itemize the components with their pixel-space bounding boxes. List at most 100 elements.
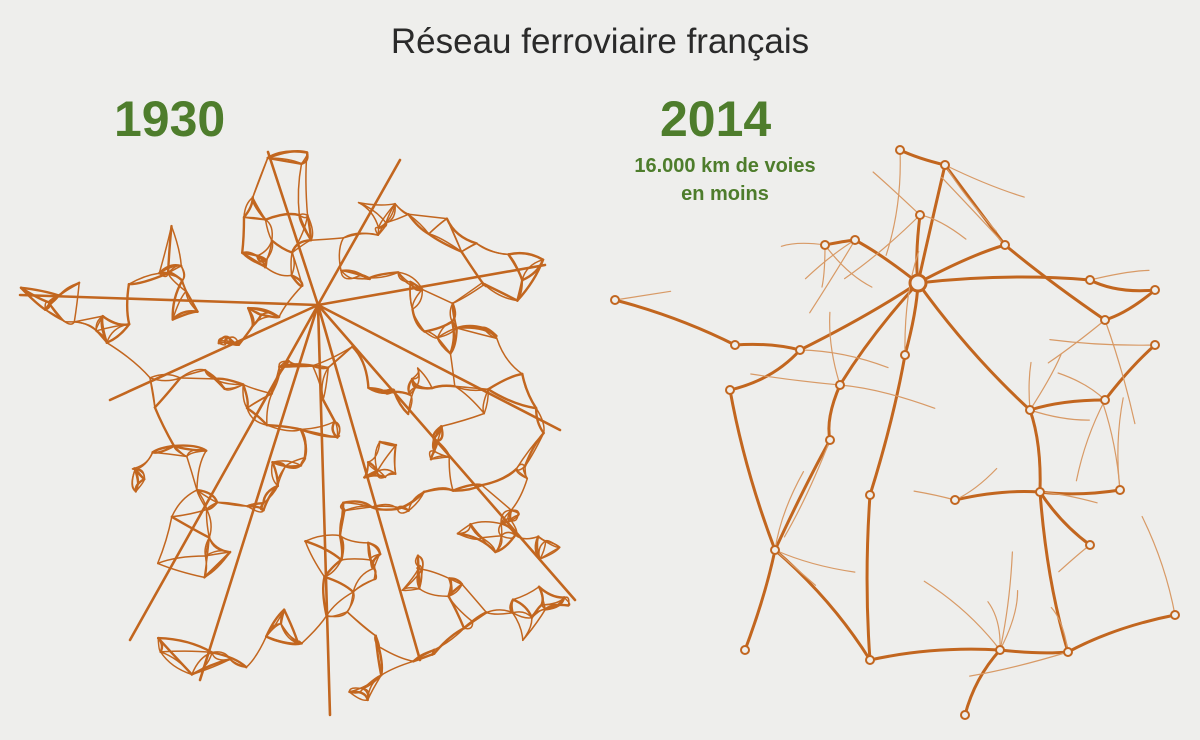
- rail-line-1930: [216, 501, 249, 507]
- station-marker-2014: [865, 655, 875, 665]
- rail-line-1930: [481, 281, 488, 288]
- rail-line-1930: [204, 536, 211, 557]
- station-marker-2014: [1035, 487, 1045, 497]
- paris-hub-marker-2014: [908, 273, 928, 293]
- rail-line-1930: [105, 323, 131, 344]
- rail-line-1930: [385, 202, 396, 224]
- rail-main-line-2014: [916, 281, 1032, 412]
- rail-line-1930: [416, 566, 421, 590]
- station-marker-2014: [730, 340, 740, 350]
- rail-line-1930: [407, 213, 430, 235]
- rail-line-1930: [451, 483, 483, 492]
- rail-main-line-2014: [898, 148, 947, 167]
- rail-line-1930: [327, 345, 354, 369]
- rail-line-1930: [367, 542, 381, 555]
- rail-line-1930: [418, 587, 450, 597]
- rail-main-line-2014: [865, 493, 872, 662]
- rail-line-1930: [63, 320, 76, 323]
- rail-secondary-line-2014: [829, 311, 841, 386]
- rail-main-line-2014: [963, 648, 1002, 717]
- rail-line-1930: [134, 451, 154, 471]
- rail-line-1930: [507, 252, 544, 261]
- rail-line-1930: [367, 441, 381, 463]
- rail-main-line-2014: [998, 648, 1070, 655]
- rail-line-1930: [304, 540, 343, 562]
- station-marker-2014: [995, 645, 1005, 655]
- rail-main-line-2014: [868, 353, 907, 497]
- rail-main-line-2014: [827, 383, 842, 442]
- rail-line-1930: [245, 406, 269, 427]
- rail-line-1930: [411, 307, 426, 333]
- rail-main-line-2014: [1038, 490, 1092, 547]
- rail-line-1930: [271, 461, 303, 468]
- rail-secondary-line-2014: [1028, 361, 1032, 411]
- rail-line-1930: [396, 490, 426, 511]
- rail-line-1930: [342, 232, 379, 239]
- rail-line-1930: [181, 279, 199, 313]
- rail-line-1930: [511, 611, 533, 619]
- rail-line-1930: [460, 250, 484, 284]
- rail-line-1930: [440, 412, 485, 428]
- station-marker-2014: [1085, 540, 1095, 550]
- rail-secondary-line-2014: [923, 580, 1001, 651]
- rail-trunk-1930: [18, 293, 320, 307]
- rail-secondary-line-2014: [969, 651, 1069, 677]
- rail-line-1930: [507, 253, 524, 282]
- station-marker-2014: [610, 295, 620, 305]
- rail-line-1930: [428, 217, 448, 235]
- rail-trunk-1930: [316, 303, 577, 602]
- rail-line-1930: [510, 509, 520, 517]
- rail-trunk-1930: [128, 303, 320, 642]
- rail-line-1930: [342, 502, 373, 508]
- rail-line-1930: [367, 387, 388, 394]
- rail-line-1930: [251, 196, 267, 221]
- rail-line-1930: [297, 163, 303, 216]
- rail-line-1930: [421, 288, 454, 305]
- rail-line-1930: [449, 302, 454, 323]
- rail-line-1930: [325, 611, 348, 618]
- rail-secondary-line-2014: [999, 551, 1013, 651]
- rail-line-1930: [245, 635, 267, 668]
- rail-main-line-2014: [916, 163, 947, 285]
- rail-secondary-line-2014: [999, 590, 1019, 651]
- rail-line-1930: [366, 541, 372, 562]
- rail-line-1930: [511, 611, 524, 642]
- station-marker-2014: [825, 435, 835, 445]
- rail-line-1930: [149, 377, 182, 382]
- rail-line-1930: [348, 674, 382, 693]
- rail-line-1930: [153, 376, 182, 409]
- rail-main-line-2014: [1038, 490, 1070, 654]
- rail-line-1930: [418, 566, 423, 590]
- rail-secondary-line-2014: [1029, 354, 1062, 411]
- rail-line-1930: [44, 308, 65, 322]
- map-2014-caption-line-1: 16.000 km de voies: [634, 155, 816, 177]
- rail-line-1930: [338, 501, 345, 537]
- station-marker-2014: [850, 235, 860, 245]
- rail-line-1930: [447, 583, 463, 597]
- rail-line-1930: [179, 368, 206, 379]
- rail-secondary-line-2014: [885, 149, 901, 256]
- rail-line-1930: [196, 449, 207, 491]
- rail-secondary-line-2014: [824, 244, 873, 288]
- rail-trunk-1930: [266, 150, 320, 307]
- rail-line-1930: [213, 377, 226, 390]
- rail-line-1930: [153, 406, 176, 448]
- rail-main-line-2014: [868, 647, 1002, 662]
- rail-line-1930: [151, 444, 176, 454]
- rail-line-1930: [300, 615, 328, 645]
- rail-secondary-line-2014: [913, 490, 956, 501]
- station-marker-2014: [915, 210, 925, 220]
- rail-line-1930: [469, 521, 502, 526]
- rail-line-1930: [101, 315, 130, 326]
- rail-line-1930: [522, 616, 533, 642]
- station-marker-2014: [950, 495, 960, 505]
- rail-main-line-2014: [1103, 343, 1157, 402]
- rail-line-1930: [271, 460, 302, 467]
- rail-secondary-line-2014: [1104, 319, 1136, 425]
- rail-line-1930: [416, 367, 433, 389]
- rail-line-1930: [179, 377, 216, 380]
- rail-line-1930: [246, 505, 265, 513]
- rail-line-1930: [522, 465, 529, 480]
- rail-line-1930: [338, 534, 345, 562]
- rail-line-1930: [351, 345, 370, 389]
